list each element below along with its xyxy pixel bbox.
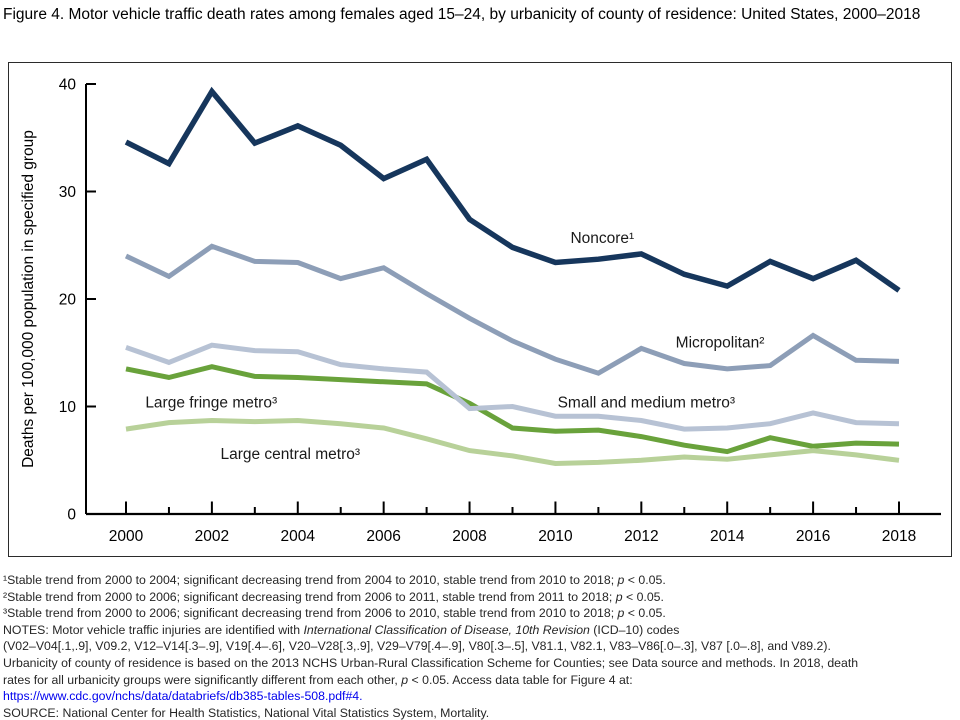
y-axis-label: 30 [59,184,77,201]
footnote-text: < 0.05. [624,606,666,621]
series-label-small-and-medium-metro: Small and medium metro³ [558,395,735,412]
footnote-text: NOTES: Motor vehicle traffic injuries ar… [3,622,304,637]
footnote-line: https://www.cdc.gov/nchs/data/databriefs… [3,688,957,705]
figure-title: Figure 4. Motor vehicle traffic death ra… [3,6,921,23]
footnote-line: Urbanicity of county of residence is bas… [3,655,957,672]
series-label-noncore: Noncore¹ [570,230,634,247]
y-axis-label: 20 [59,292,77,309]
x-axis-label: 2016 [796,528,830,545]
x-axis-label: 2004 [281,528,316,545]
y-axis-label: 40 [59,77,77,94]
footnote-italic-text: p [401,672,409,687]
x-axis-label: 2010 [538,528,573,545]
x-axis-label: 2000 [109,528,144,545]
footnote-text: rates for all urbanicity groups were sig… [3,672,402,687]
footnote-italic-text: p [615,589,623,604]
y-axis-label: 0 [67,507,76,524]
footnote-line: ²Stable trend from 2000 to 2006; signifi… [3,589,957,606]
x-axis-label: 2018 [882,528,916,545]
series-line-micropolitan [124,243,900,376]
footnote-text: < 0.05. Access data table for Figure 4 a… [408,672,633,687]
x-axis-label: 2008 [452,528,486,545]
x-axis-label: 2002 [195,528,229,545]
series-line-noncore [124,86,901,293]
footnote-italic-text: International Classification of Disease,… [303,622,590,637]
footnote-text: ³Stable trend from 2000 to 2006; signifi… [3,606,618,621]
x-axis-label: 2014 [710,528,745,545]
chart-area: 0 10 20 30 40 2000 2002 2004 2006 2008 2010 2012 201… [8,62,952,557]
series-label-micropolitan: Micropolitan² [676,334,765,351]
y-axis-label: 10 [59,399,77,416]
footnote-line: SOURCE: National Center for Health Stati… [3,705,957,720]
footnote-line: ³Stable trend from 2000 to 2006; signifi… [3,605,957,622]
footnote-line: rates for all urbanicity groups were sig… [3,672,957,689]
series-line-large-central-metro [125,417,900,467]
footnote-text: < 0.05. [624,573,666,587]
footnote-line: (V02–V04[.1,.9], V09.2, V12–V14[.3–.9], … [3,638,957,655]
y-axis-title: Deaths per 100,000 population in specifi… [20,130,37,468]
footnote-line: ¹Stable trend from 2000 to 2004; signifi… [3,572,957,589]
footnote-text: ²Stable trend from 2000 to 2006; signifi… [3,589,616,604]
footnote-italic-text: p [617,606,625,621]
footnote-text: ¹Stable trend from 2000 to 2004; signifi… [3,573,618,587]
line-chart: 0 10 20 30 40 2000 2002 2004 2006 2008 2010 2012 201… [20,77,941,545]
footnote-text: SOURCE: National Center for Health Stati… [3,705,490,720]
x-axis-label: 2006 [366,528,400,545]
series-label-large-central-metro: Large central metro³ [220,446,360,463]
footnotes: ¹Stable trend from 2000 to 2004; signifi… [3,572,957,720]
footnote-text: (ICD–10) codes [589,622,680,637]
footnote-text: < 0.05. [622,589,664,604]
series-line-large-fringe-metro [125,364,900,455]
footnote-text: (V02–V04[.1,.9], V09.2, V12–V14[.3–.9], … [3,639,831,654]
footnote-line: NOTES: Motor vehicle traffic injuries ar… [3,622,957,639]
data-table-link[interactable]: https://www.cdc.gov/nchs/data/databriefs… [3,689,363,704]
footnote-text: Urbanicity of county of residence is bas… [3,655,859,670]
series-line-small-and-medium-metro [125,342,900,432]
series-label-large-fringe-metro: Large fringe metro³ [145,395,277,412]
footnote-italic-text: p [617,573,625,587]
x-axis-label: 2012 [624,528,658,545]
